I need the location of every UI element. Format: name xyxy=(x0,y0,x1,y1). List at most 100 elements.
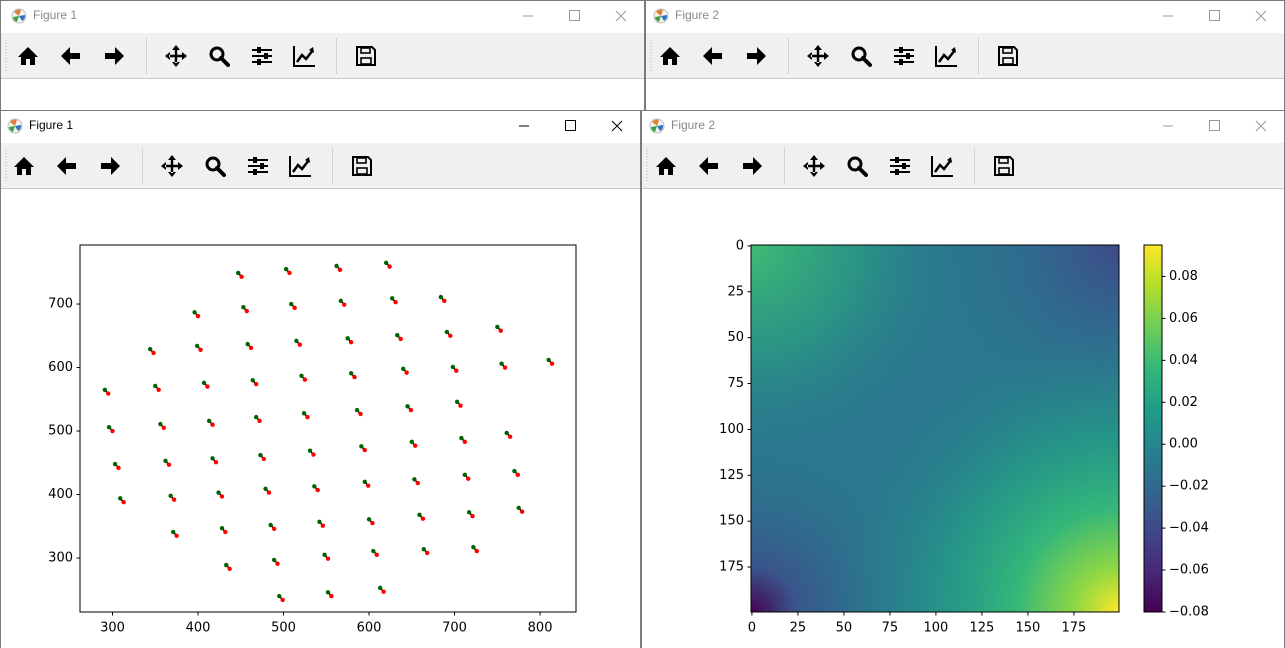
title-bar xyxy=(646,1,1284,32)
maximize-button[interactable] xyxy=(1209,10,1220,21)
point xyxy=(213,459,219,465)
y-tick-label: 150 xyxy=(719,514,744,529)
point xyxy=(415,480,420,486)
app-icon xyxy=(649,118,665,134)
point xyxy=(297,342,302,347)
x-tick-label: 300 xyxy=(100,621,125,636)
x-tick-label: 600 xyxy=(357,621,382,636)
point xyxy=(398,336,403,342)
point xyxy=(195,313,201,319)
colorbar-tick-label: 0.00 xyxy=(1169,437,1198,452)
point xyxy=(153,383,158,389)
colorbar-tick-label: 0.02 xyxy=(1169,395,1198,410)
point xyxy=(408,407,414,413)
maximize-button[interactable] xyxy=(1209,120,1220,131)
maximize-button[interactable] xyxy=(569,10,580,21)
point xyxy=(307,448,313,453)
point xyxy=(216,490,221,495)
point xyxy=(192,310,197,315)
point xyxy=(292,305,297,311)
close-button[interactable] xyxy=(1255,120,1267,132)
point xyxy=(317,519,322,525)
point xyxy=(362,447,367,453)
point xyxy=(366,517,372,522)
sliders-button[interactable] xyxy=(893,46,915,66)
point xyxy=(365,483,371,488)
point xyxy=(413,443,418,448)
point xyxy=(210,456,215,461)
point xyxy=(299,373,304,378)
sliders-button[interactable] xyxy=(251,46,273,66)
point xyxy=(241,305,246,310)
point xyxy=(462,439,468,445)
maximize-button[interactable] xyxy=(565,120,576,131)
point xyxy=(387,264,392,269)
x-tick-label: 150 xyxy=(1016,621,1041,636)
point xyxy=(171,497,177,502)
point xyxy=(444,329,450,335)
point xyxy=(450,364,456,370)
close-button[interactable] xyxy=(1255,10,1267,22)
close-button[interactable] xyxy=(611,120,623,132)
point xyxy=(507,434,513,439)
y-tick-label: 400 xyxy=(48,487,73,502)
point xyxy=(112,461,118,467)
colorbar-tick-label: 0.04 xyxy=(1169,353,1198,368)
toolbar xyxy=(646,33,1284,78)
point xyxy=(495,324,500,330)
point xyxy=(454,399,460,405)
y-tick-label: 75 xyxy=(727,376,744,391)
toolbar xyxy=(1,143,640,188)
colorbar-tick-label: −0.02 xyxy=(1169,479,1209,494)
point xyxy=(329,593,334,599)
app-icon xyxy=(7,118,23,134)
point xyxy=(448,333,453,338)
point xyxy=(275,561,280,566)
point xyxy=(227,566,232,572)
point xyxy=(268,522,273,528)
point xyxy=(244,308,249,314)
point xyxy=(198,347,203,352)
point xyxy=(471,545,476,550)
point xyxy=(258,452,263,458)
point xyxy=(395,332,400,338)
point xyxy=(421,546,426,552)
point xyxy=(257,418,262,424)
point xyxy=(381,589,386,594)
point xyxy=(515,472,521,478)
x-tick-label: 500 xyxy=(271,621,296,636)
y-tick-label: 500 xyxy=(48,424,73,439)
title-bar xyxy=(1,111,640,142)
point xyxy=(425,550,430,556)
point xyxy=(174,533,179,539)
point xyxy=(305,414,310,420)
point xyxy=(358,411,363,417)
axes-frame xyxy=(750,244,1120,613)
point xyxy=(325,556,331,561)
point xyxy=(546,357,551,363)
point xyxy=(163,458,168,464)
close-button[interactable] xyxy=(615,10,627,22)
toolbar xyxy=(642,143,1284,188)
sliders-button[interactable] xyxy=(247,156,269,176)
point xyxy=(502,365,508,370)
point xyxy=(519,509,525,514)
point xyxy=(106,391,111,396)
x-tick-label: 50 xyxy=(836,621,853,636)
x-tick-label: 25 xyxy=(790,621,807,636)
point xyxy=(219,494,225,499)
point xyxy=(206,418,212,424)
point xyxy=(470,513,475,519)
x-tick-label: 175 xyxy=(1062,621,1087,636)
point xyxy=(250,378,255,383)
point xyxy=(266,490,272,495)
x-tick-label: 800 xyxy=(528,621,553,636)
title-bar xyxy=(642,111,1284,142)
x-tick-label: 125 xyxy=(970,621,995,636)
sliders-button[interactable] xyxy=(889,156,911,176)
point xyxy=(147,346,153,352)
point xyxy=(516,505,521,511)
point xyxy=(224,562,229,568)
point xyxy=(121,499,126,505)
point xyxy=(151,350,156,356)
